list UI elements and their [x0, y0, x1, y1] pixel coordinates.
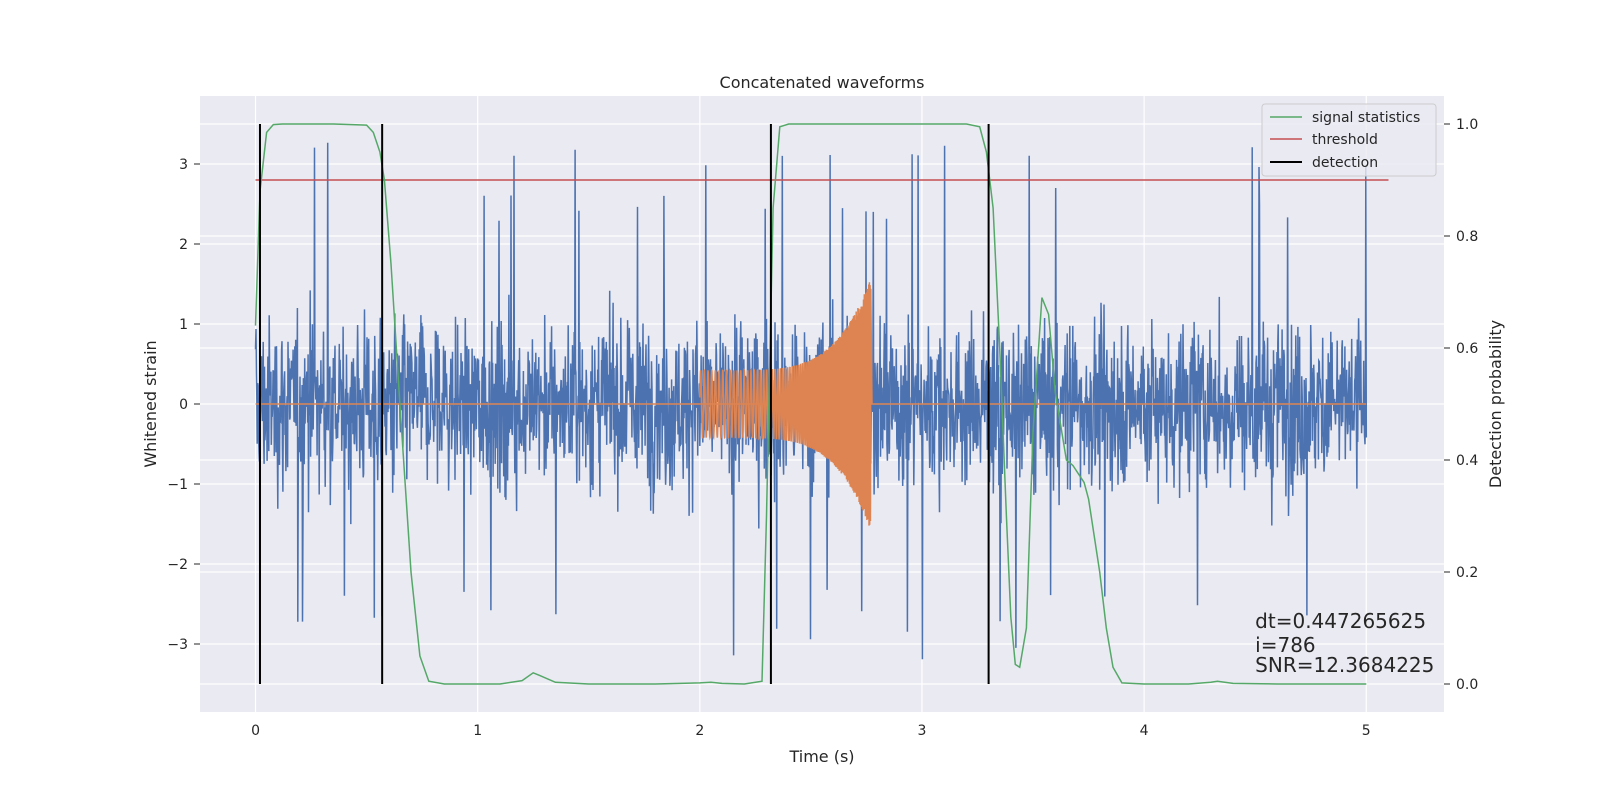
legend-label-signal-statistics: signal statistics — [1312, 110, 1420, 126]
x-tick-label: 0 — [251, 723, 260, 739]
y-tick-label: 2 — [179, 237, 188, 253]
y-tick-label: −1 — [167, 477, 188, 493]
x-axis-ticks: 0 1 2 3 4 5 — [251, 723, 1371, 739]
y2-axis-ticks: 0.0 0.2 0.4 0.6 0.8 1.0 — [1444, 117, 1478, 693]
legend-box — [1261, 103, 1437, 177]
x-tick-label: 1 — [473, 723, 482, 739]
legend: signal statistics threshold detection — [1261, 103, 1437, 177]
y2-tick-label: 1.0 — [1456, 117, 1478, 133]
x-axis-label: Time (s) — [788, 747, 854, 766]
y-tick-label: 1 — [179, 317, 188, 333]
x-tick-label: 4 — [1140, 723, 1149, 739]
injection-chirp-line — [699, 282, 873, 526]
y-axis-ticks: −3 −2 −1 0 1 2 3 — [167, 157, 200, 653]
y-axis-label: Whitened strain — [141, 340, 160, 467]
annotation-text: SNR=12.3684225 — [1255, 653, 1434, 677]
signal-statistics-line — [254, 123, 1367, 685]
x-tick-label: 5 — [1362, 723, 1371, 739]
y-tick-label: −3 — [167, 637, 188, 653]
legend-label-threshold: threshold — [1312, 132, 1378, 148]
legend-label-detection: detection — [1312, 155, 1378, 171]
x-tick-label: 2 — [695, 723, 704, 739]
y2-axis-label: Detection probability — [1486, 320, 1505, 488]
annotation-text: i=786 — [1255, 633, 1316, 657]
y2-tick-label: 0.2 — [1456, 565, 1478, 581]
y2-tick-label: 0.8 — [1456, 229, 1478, 245]
y2-tick-label: 0.0 — [1456, 677, 1478, 693]
chart-title: Concatenated waveforms — [720, 73, 925, 92]
y2-tick-label: 0.4 — [1456, 453, 1478, 469]
detection-lines — [258, 124, 990, 684]
y-tick-label: 3 — [179, 157, 188, 173]
y2-tick-label: 0.6 — [1456, 341, 1478, 357]
x-tick-label: 3 — [918, 723, 927, 739]
y-tick-label: 0 — [179, 397, 188, 413]
y-tick-label: −2 — [167, 557, 188, 573]
annotation-text: dt=0.447265625 — [1255, 609, 1426, 633]
